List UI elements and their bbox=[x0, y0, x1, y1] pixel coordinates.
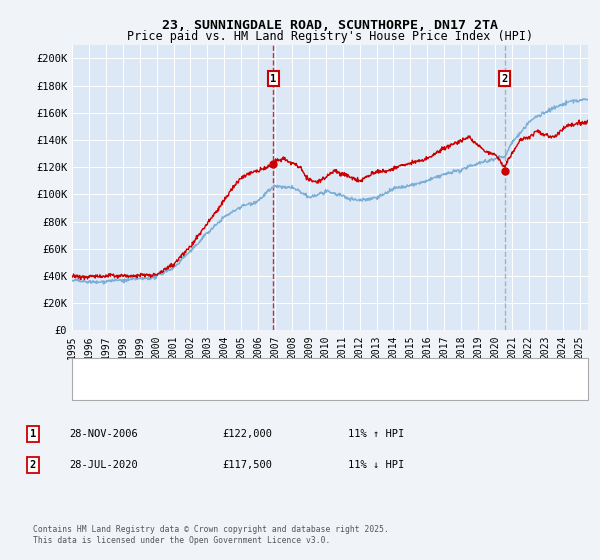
Text: 2: 2 bbox=[502, 74, 508, 84]
Text: 1: 1 bbox=[30, 429, 36, 439]
Text: Price paid vs. HM Land Registry's House Price Index (HPI): Price paid vs. HM Land Registry's House … bbox=[127, 30, 533, 43]
Text: £122,000: £122,000 bbox=[222, 429, 272, 439]
Text: Contains HM Land Registry data © Crown copyright and database right 2025.: Contains HM Land Registry data © Crown c… bbox=[33, 525, 389, 534]
Text: 2: 2 bbox=[30, 460, 36, 470]
Text: £117,500: £117,500 bbox=[222, 460, 272, 470]
Text: 28-NOV-2006: 28-NOV-2006 bbox=[69, 429, 138, 439]
Text: HPI: Average price, semi-detached house, North Lincolnshire: HPI: Average price, semi-detached house,… bbox=[120, 384, 467, 394]
Text: 23, SUNNINGDALE ROAD, SCUNTHORPE, DN17 2TA (semi-detached house): 23, SUNNINGDALE ROAD, SCUNTHORPE, DN17 2… bbox=[120, 365, 496, 375]
Text: 1: 1 bbox=[271, 74, 277, 84]
Text: This data is licensed under the Open Government Licence v3.0.: This data is licensed under the Open Gov… bbox=[33, 536, 331, 545]
Text: 11% ↓ HPI: 11% ↓ HPI bbox=[348, 460, 404, 470]
Text: 11% ↑ HPI: 11% ↑ HPI bbox=[348, 429, 404, 439]
Text: 23, SUNNINGDALE ROAD, SCUNTHORPE, DN17 2TA: 23, SUNNINGDALE ROAD, SCUNTHORPE, DN17 2… bbox=[162, 18, 498, 32]
Text: 28-JUL-2020: 28-JUL-2020 bbox=[69, 460, 138, 470]
